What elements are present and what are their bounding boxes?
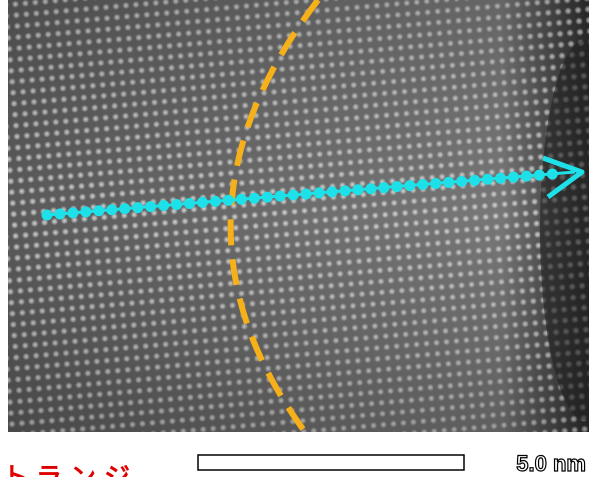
- lattice-image: [8, 0, 589, 432]
- page: 5.0 nm トランジ (() => { const data = JSON.p…: [0, 0, 589, 477]
- scale-label: 5.0 nm: [516, 451, 586, 476]
- caption: トランジ: [2, 463, 138, 477]
- scale-bar: [198, 455, 464, 470]
- micrograph-figure: 5.0 nm トランジ: [0, 0, 589, 477]
